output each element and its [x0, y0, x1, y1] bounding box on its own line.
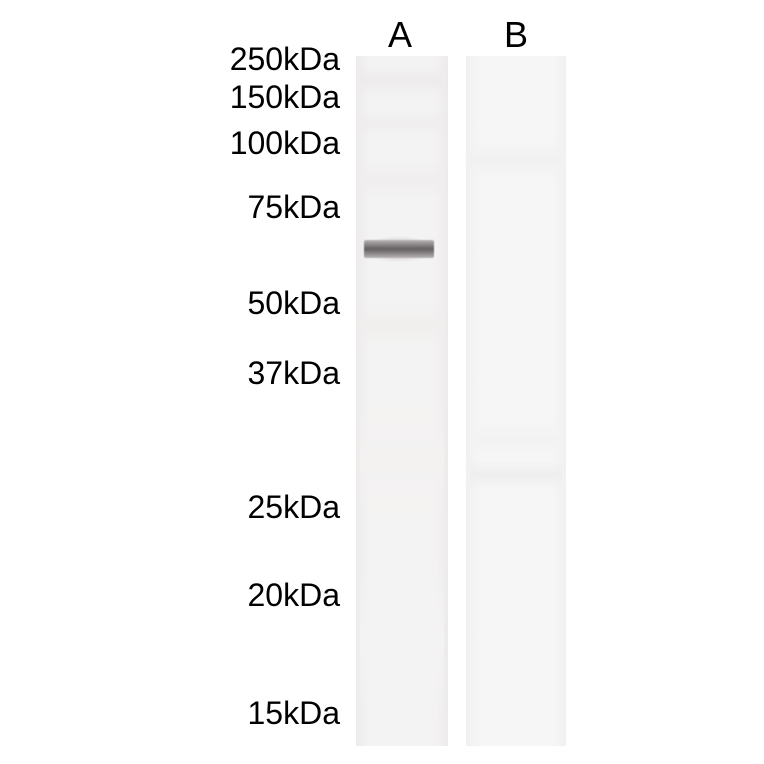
protein-band — [364, 240, 434, 258]
lane-smudge — [360, 560, 444, 720]
lane-smudge — [470, 140, 562, 180]
ladder-marker: 25kDa — [248, 489, 341, 526]
ladder-marker: 150kDa — [230, 79, 340, 116]
lane-smudge — [360, 400, 444, 520]
ladder-marker: 100kDa — [230, 125, 340, 162]
lane-smudge — [360, 300, 444, 350]
lane-a — [356, 56, 448, 746]
ladder-marker: 75kDa — [248, 189, 341, 226]
lane-b — [466, 56, 566, 746]
lane-smudge — [360, 66, 444, 96]
lane-smudge — [360, 110, 444, 136]
lane-smudge — [470, 420, 562, 460]
blot-figure: A B 250kDa150kDa 100kDa 75kDa 50kDa 37kDa 25k… — [0, 0, 764, 764]
ladder-marker: 50kDa — [248, 285, 341, 322]
lane-b-label: B — [504, 14, 528, 56]
lane-smudge — [470, 460, 562, 490]
lane-smudge — [360, 160, 444, 200]
ladder-marker: 15kDa — [248, 695, 341, 732]
lane-a-label: A — [388, 14, 412, 56]
ladder-marker: 37kDa — [248, 355, 341, 392]
ladder-marker: 20kDa — [248, 577, 341, 614]
ladder-marker: 250kDa — [230, 41, 340, 78]
